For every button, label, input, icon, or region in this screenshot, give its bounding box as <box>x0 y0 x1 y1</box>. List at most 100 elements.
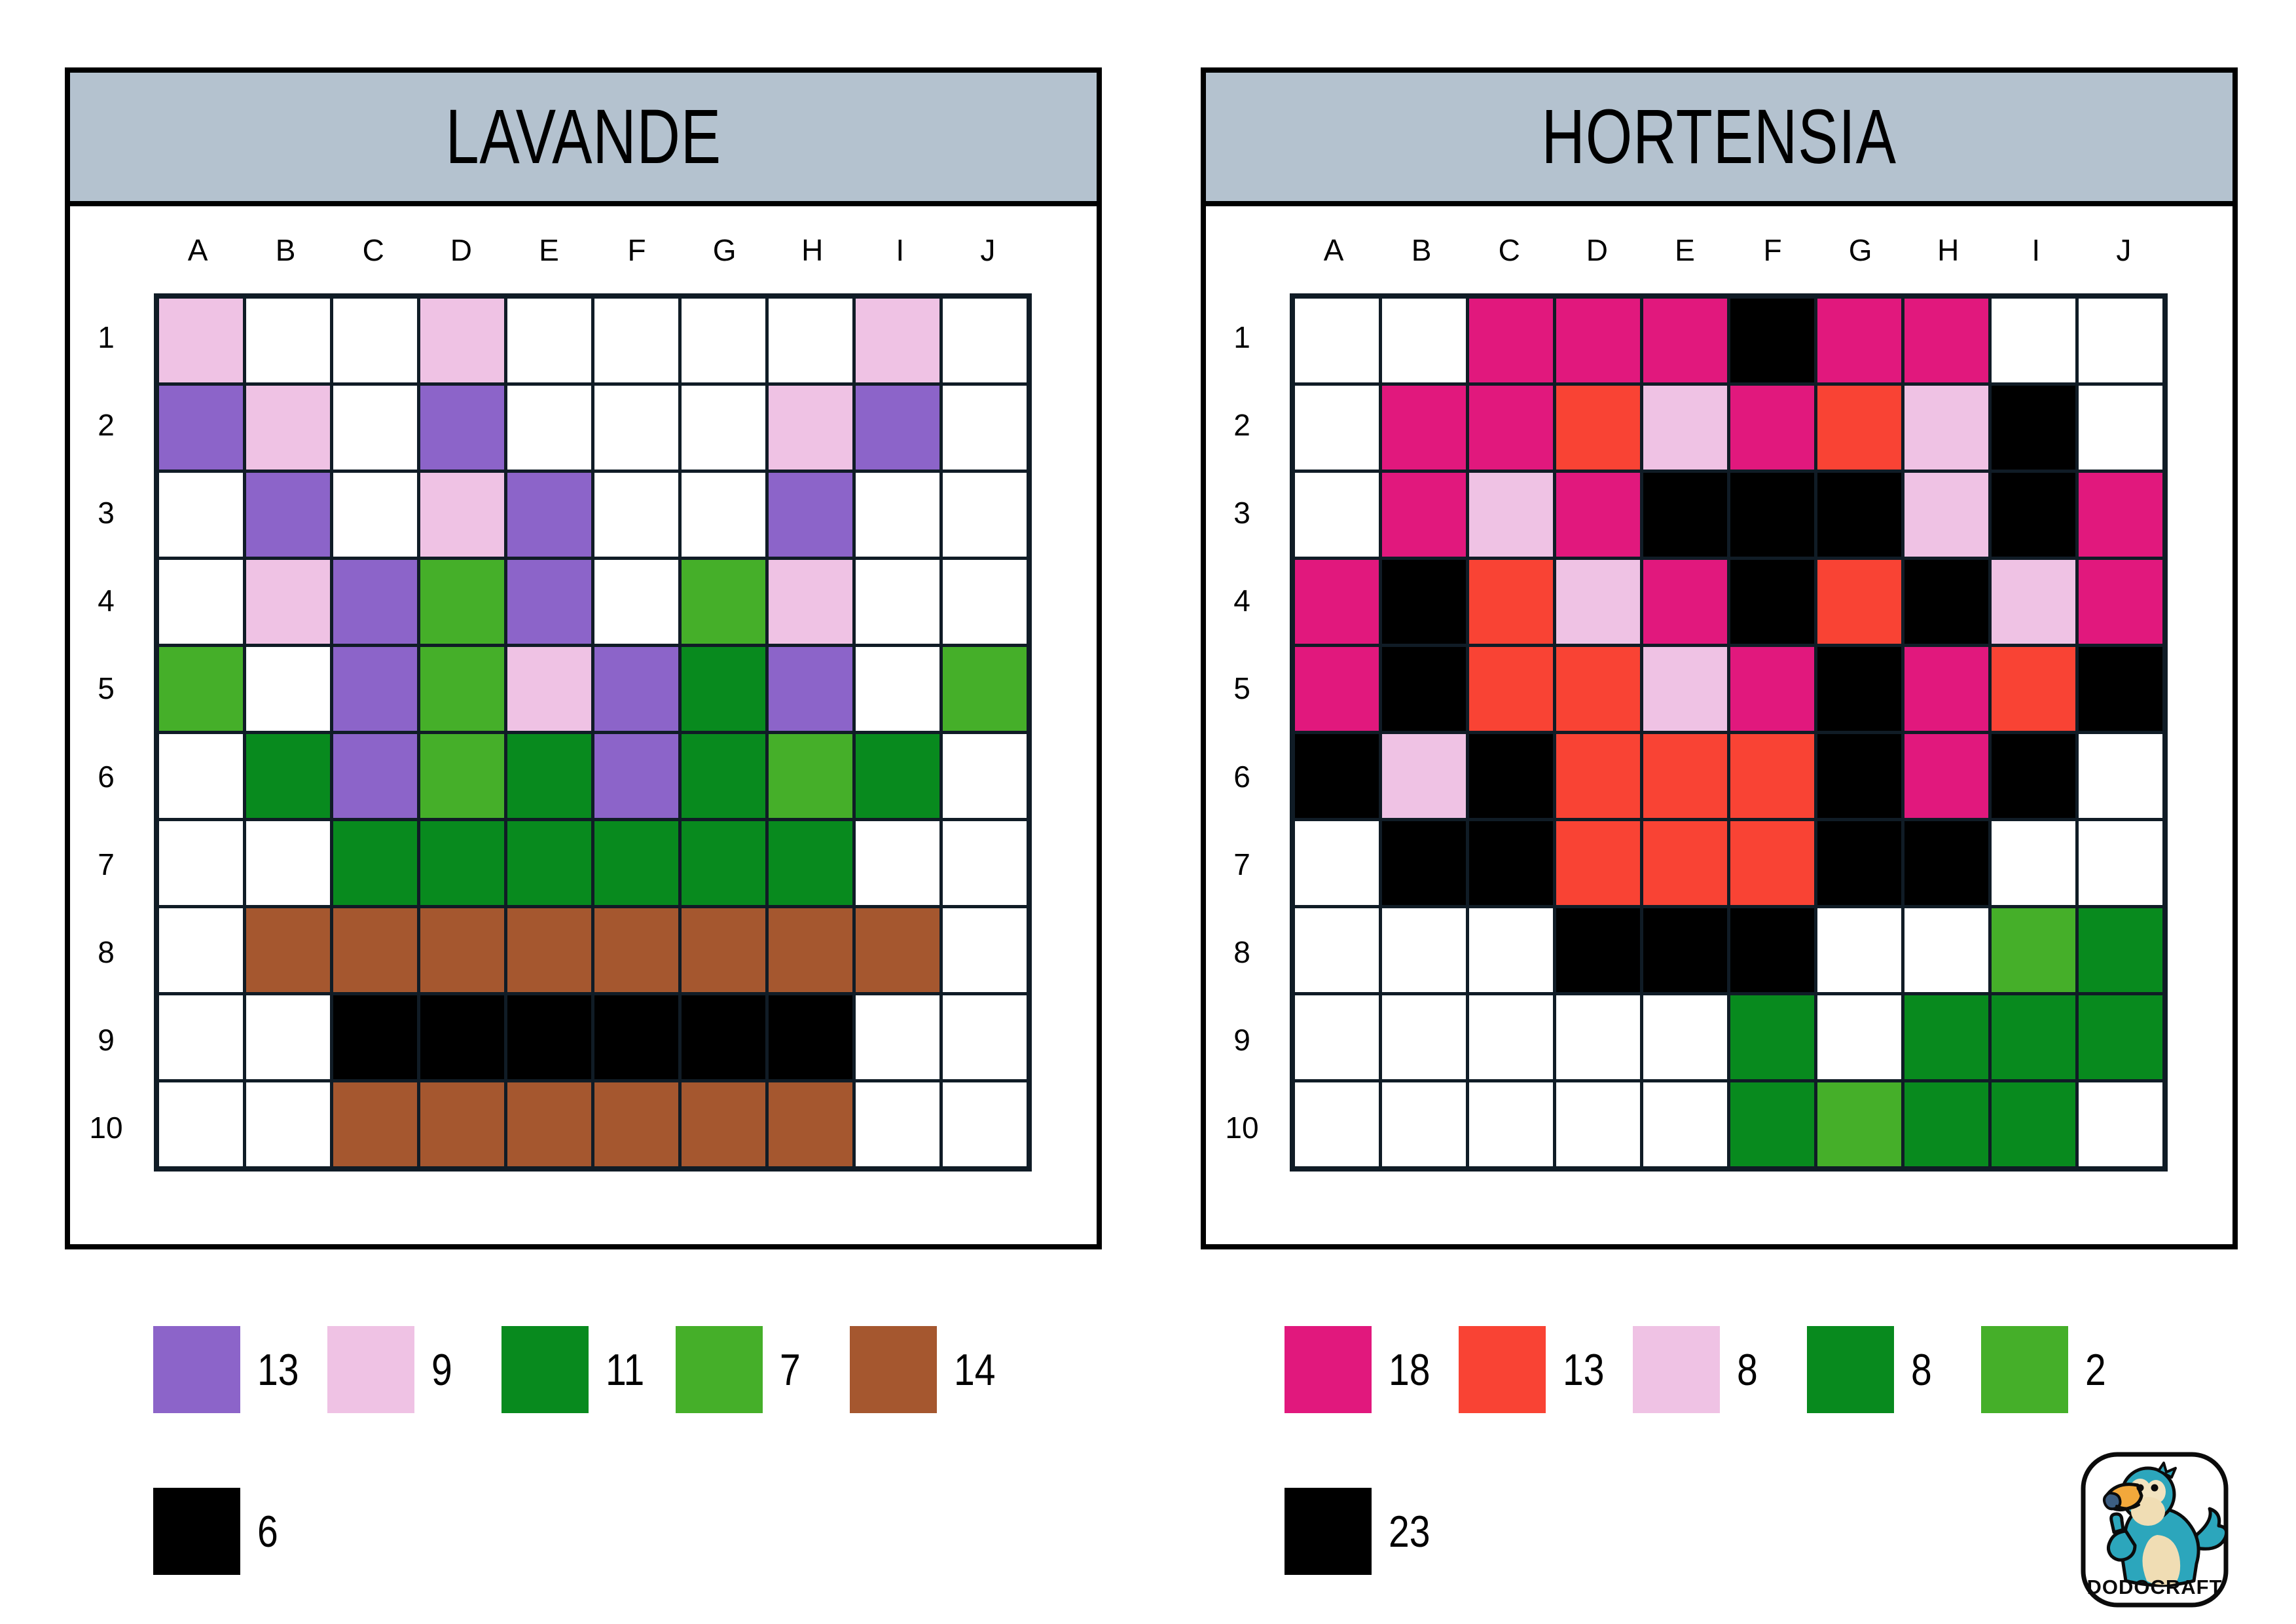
cell-F5-magenta <box>1730 647 1814 731</box>
cell-G2-red <box>1817 386 1901 470</box>
purple-count: 13 <box>257 1344 299 1395</box>
cell-E1-magenta <box>1643 299 1727 382</box>
cell-J8-dark-green <box>2079 908 2162 992</box>
cell-H10-dark-green <box>1904 1082 1988 1166</box>
cell-C4-red <box>1469 560 1553 644</box>
cell-B1-white <box>246 299 330 382</box>
cell-I5-red <box>1992 647 2075 731</box>
cell-A2-purple <box>159 386 243 470</box>
dodocraft-logo: DODOCRAFT <box>2081 1452 2229 1608</box>
cell-F6-red <box>1730 734 1814 818</box>
dark-green-count: 11 <box>606 1344 645 1395</box>
cell-J3-magenta <box>2079 473 2162 557</box>
cell-C10-brown <box>333 1082 417 1166</box>
cell-I9-dark-green <box>1992 995 2075 1079</box>
col-label-I: I <box>2032 232 2041 267</box>
row-label-6: 6 <box>1233 759 1250 794</box>
cell-A7-white <box>1295 821 1379 905</box>
cell-F9-black <box>594 995 678 1079</box>
cell-H3-light-pink <box>1904 473 1988 557</box>
cell-E7-dark-green <box>507 821 591 905</box>
dodo-bird-icon <box>2103 1462 2229 1587</box>
cell-D9-white <box>1556 995 1640 1079</box>
column-labels: A B C D E F G H I J <box>154 206 1032 293</box>
col-label-C: C <box>362 232 384 267</box>
row-label-8: 8 <box>98 934 115 969</box>
cell-E2-light-pink <box>1643 386 1727 470</box>
col-label-E: E <box>539 232 559 267</box>
cell-H2-light-pink <box>769 386 852 470</box>
panel-lavande-header: LAVANDE <box>70 73 1097 206</box>
cell-J2-white <box>943 386 1027 470</box>
magenta-swatch <box>1285 1326 1372 1413</box>
cell-J6-white <box>943 734 1027 818</box>
cell-D6-red <box>1556 734 1640 818</box>
cell-H5-purple <box>769 647 852 731</box>
black-count: 23 <box>1389 1506 1430 1557</box>
row-label-3: 3 <box>98 496 115 530</box>
legend-item-purple: 13 <box>153 1326 327 1413</box>
cell-B2-light-pink <box>246 386 330 470</box>
cell-F2-magenta <box>1730 386 1814 470</box>
cell-C6-purple <box>333 734 417 818</box>
row-labels: 1 2 3 4 5 6 7 8 9 10 <box>1206 293 1290 1172</box>
row-label-7: 7 <box>1233 847 1250 881</box>
cell-H3-purple <box>769 473 852 557</box>
dark-green-count: 8 <box>1911 1344 1932 1395</box>
panel-hortensia-title: HORTENSIA <box>1541 94 1897 180</box>
cell-C10-white <box>1469 1082 1553 1166</box>
row-label-2: 2 <box>98 408 115 443</box>
cell-D1-magenta <box>1556 299 1640 382</box>
cell-B6-light-pink <box>1382 734 1466 818</box>
cell-J3-white <box>943 473 1027 557</box>
cell-E1-white <box>507 299 591 382</box>
cell-F3-white <box>594 473 678 557</box>
purple-swatch <box>153 1326 240 1413</box>
light-pink-swatch <box>327 1326 414 1413</box>
cell-F10-dark-green <box>1730 1082 1814 1166</box>
cell-H7-black <box>1904 821 1988 905</box>
legend-item-dark-green: 11 <box>501 1326 676 1413</box>
cell-H10-brown <box>769 1082 852 1166</box>
cell-I3-white <box>856 473 939 557</box>
cell-D4-light-pink <box>1556 560 1640 644</box>
cell-D8-brown <box>420 908 504 992</box>
cell-E10-brown <box>507 1082 591 1166</box>
panel-lavande-title: LAVANDE <box>445 94 721 180</box>
cell-B2-magenta <box>1382 386 1466 470</box>
row-label-4: 4 <box>98 583 115 618</box>
cell-J10-white <box>943 1082 1027 1166</box>
dark-green-swatch <box>1807 1326 1894 1413</box>
row-label-6: 6 <box>98 759 115 794</box>
cell-F10-brown <box>594 1082 678 1166</box>
cell-D5-red <box>1556 647 1640 731</box>
legend-item-light-pink: 9 <box>327 1326 501 1413</box>
col-label-F: F <box>1763 232 1782 267</box>
cell-C3-white <box>333 473 417 557</box>
cell-I6-dark-green <box>856 734 939 818</box>
cell-H9-black <box>769 995 852 1079</box>
cell-E3-black <box>1643 473 1727 557</box>
cell-I5-white <box>856 647 939 731</box>
cell-A3-white <box>159 473 243 557</box>
col-label-H: H <box>1937 232 1959 267</box>
cell-B5-black <box>1382 647 1466 731</box>
col-label-H: H <box>801 232 824 267</box>
cell-E4-magenta <box>1643 560 1727 644</box>
row-label-5: 5 <box>1233 671 1250 706</box>
col-label-C: C <box>1498 232 1520 267</box>
row-label-9: 9 <box>98 1022 115 1057</box>
col-label-D: D <box>450 232 472 267</box>
cell-E8-brown <box>507 908 591 992</box>
cell-E3-purple <box>507 473 591 557</box>
cell-A3-white <box>1295 473 1379 557</box>
panel-lavande-body: A B C D E F G H I J 1 2 3 4 5 6 7 8 9 10 <box>70 206 1097 1239</box>
cell-B8-brown <box>246 908 330 992</box>
cell-A2-white <box>1295 386 1379 470</box>
cell-H2-light-pink <box>1904 386 1988 470</box>
cell-I9-white <box>856 995 939 1079</box>
cell-C5-red <box>1469 647 1553 731</box>
legend-lavande-row2: 6 <box>153 1488 327 1575</box>
cell-B10-white <box>246 1082 330 1166</box>
red-swatch <box>1459 1326 1546 1413</box>
